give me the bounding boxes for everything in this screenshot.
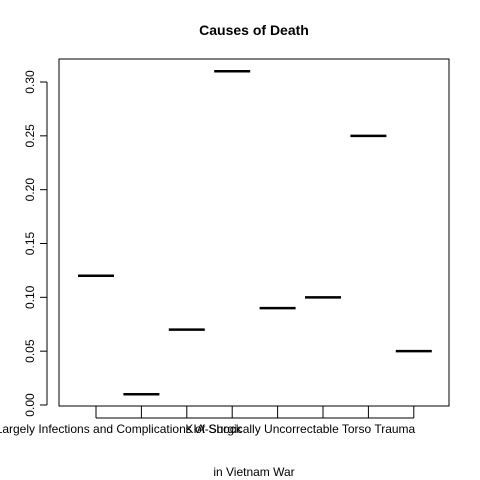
plot-frame xyxy=(58,58,450,407)
y-tick-label: 0.25 xyxy=(23,124,37,148)
data-marks xyxy=(78,69,432,396)
y-tick-label: 0.30 xyxy=(23,70,37,94)
y-tick-label: 0.15 xyxy=(23,231,37,255)
y-tick-label: 0.00 xyxy=(23,393,37,417)
x-tick-label: KIA-Surgically Uncorrectable Torso Traum… xyxy=(185,422,415,436)
x-axis: Largely Infections and Complications of … xyxy=(0,406,416,436)
y-tick-label: 0.05 xyxy=(23,339,37,363)
y-tick-label: 0.10 xyxy=(23,285,37,309)
y-axis: 0.00 0.05 0.10 0.15 0.20 0.25 0.30 xyxy=(23,70,48,417)
x-axis-label: in Vietnam War xyxy=(213,465,294,479)
chart-title: Causes of Death xyxy=(199,22,309,38)
y-tick-label: 0.20 xyxy=(23,178,37,202)
x-tick-label: Largely Infections and Complications of … xyxy=(0,422,243,436)
